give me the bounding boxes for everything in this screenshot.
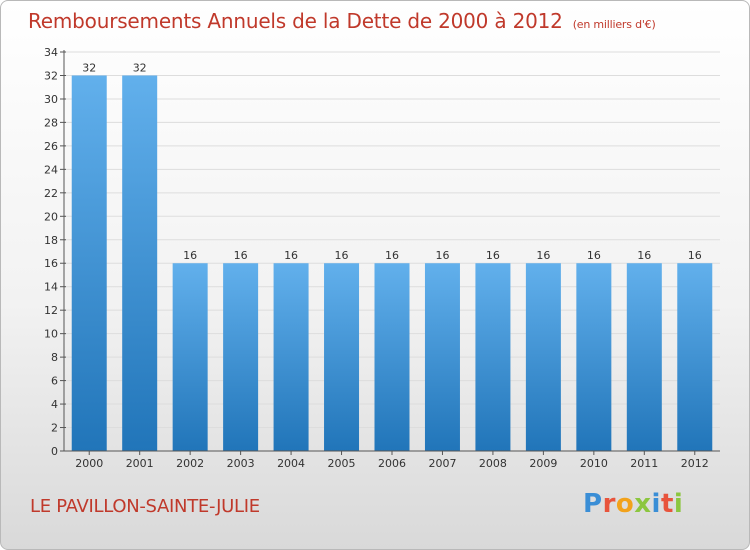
y-tick-label: 6 bbox=[51, 375, 58, 388]
x-tick-label-2011: 2011 bbox=[630, 457, 658, 470]
bar-2000 bbox=[71, 75, 107, 452]
data-label-2012: 16 bbox=[688, 249, 702, 262]
x-tick-label-2006: 2006 bbox=[378, 457, 406, 470]
y-tick-label: 0 bbox=[51, 445, 58, 458]
bar-2005 bbox=[324, 263, 360, 451]
chart-title: Remboursements Annuels de la Dette de 20… bbox=[28, 9, 656, 33]
bar-2009 bbox=[525, 263, 561, 451]
data-label-2011: 16 bbox=[637, 249, 651, 262]
bar-2002 bbox=[172, 263, 208, 451]
bar-2003 bbox=[223, 263, 259, 451]
unit-note: (en milliers d'€) bbox=[572, 18, 656, 31]
data-label-2001: 32 bbox=[133, 61, 147, 74]
y-tick-label: 8 bbox=[51, 351, 58, 364]
chart-title-text: Remboursements Annuels de la Dette de 20… bbox=[28, 9, 563, 33]
x-tick-label-2002: 2002 bbox=[176, 457, 204, 470]
y-tick-label: 12 bbox=[44, 304, 58, 317]
logo-letter: r bbox=[602, 489, 616, 519]
bar-2004 bbox=[273, 263, 309, 451]
bar-2012 bbox=[677, 263, 713, 451]
y-tick-label: 4 bbox=[51, 398, 58, 411]
y-tick-label: 22 bbox=[44, 187, 58, 200]
bar-2007 bbox=[424, 263, 460, 451]
bars bbox=[71, 75, 713, 452]
data-label-2009: 16 bbox=[536, 249, 550, 262]
y-tick-label: 28 bbox=[44, 116, 58, 129]
bar-2006 bbox=[374, 263, 410, 451]
logo-letter: t bbox=[660, 489, 674, 519]
proxiti-logo: Proxiti bbox=[583, 489, 683, 519]
x-tick-label-2007: 2007 bbox=[428, 457, 456, 470]
bar-2011 bbox=[626, 263, 662, 451]
y-tick-label: 34 bbox=[44, 46, 58, 59]
logo-letter: i bbox=[673, 489, 684, 519]
data-label-2003: 16 bbox=[234, 249, 248, 262]
y-tick-label: 26 bbox=[44, 140, 58, 153]
data-label-2006: 16 bbox=[385, 249, 399, 262]
data-label-2008: 16 bbox=[486, 249, 500, 262]
y-tick-label: 18 bbox=[44, 234, 58, 247]
x-tick-label-2001: 2001 bbox=[126, 457, 154, 470]
data-label-2010: 16 bbox=[587, 249, 601, 262]
y-tick-label: 16 bbox=[44, 257, 58, 270]
place-name: LE PAVILLON-SAINTE-JULIE bbox=[30, 496, 260, 517]
data-label-2007: 16 bbox=[435, 249, 449, 262]
data-label-2000: 32 bbox=[82, 61, 96, 74]
y-tick-label: 30 bbox=[44, 93, 58, 106]
data-label-2005: 16 bbox=[335, 249, 349, 262]
x-tick-label-2000: 2000 bbox=[75, 457, 103, 470]
bar-2010 bbox=[576, 263, 612, 451]
x-tick-label-2005: 2005 bbox=[328, 457, 356, 470]
logo-letter: x bbox=[634, 489, 652, 519]
bar-2008 bbox=[475, 263, 511, 451]
data-label-2004: 16 bbox=[284, 249, 298, 262]
x-tick-label-2008: 2008 bbox=[479, 457, 507, 470]
y-tick-label: 24 bbox=[44, 163, 58, 176]
logo-letter: P bbox=[583, 489, 603, 519]
bar-2001 bbox=[122, 75, 158, 452]
y-tick-label: 10 bbox=[44, 328, 58, 341]
logo-letter: o bbox=[615, 489, 635, 519]
y-tick-label: 2 bbox=[51, 422, 58, 435]
y-tick-label: 32 bbox=[44, 69, 58, 82]
data-labels: 32 32 16 16 16 16 16 16 16 16 16 16 16 bbox=[82, 61, 702, 262]
x-tick-label-2009: 2009 bbox=[529, 457, 557, 470]
x-tick-label-2010: 2010 bbox=[580, 457, 608, 470]
logo-letter: i bbox=[651, 489, 661, 519]
y-tick-label: 14 bbox=[44, 281, 58, 294]
x-tick-label-2012: 2012 bbox=[681, 457, 709, 470]
data-label-2002: 16 bbox=[183, 249, 197, 262]
x-tick-label-2004: 2004 bbox=[277, 457, 305, 470]
x-tick-label-2003: 2003 bbox=[227, 457, 255, 470]
y-tick-label: 20 bbox=[44, 210, 58, 223]
